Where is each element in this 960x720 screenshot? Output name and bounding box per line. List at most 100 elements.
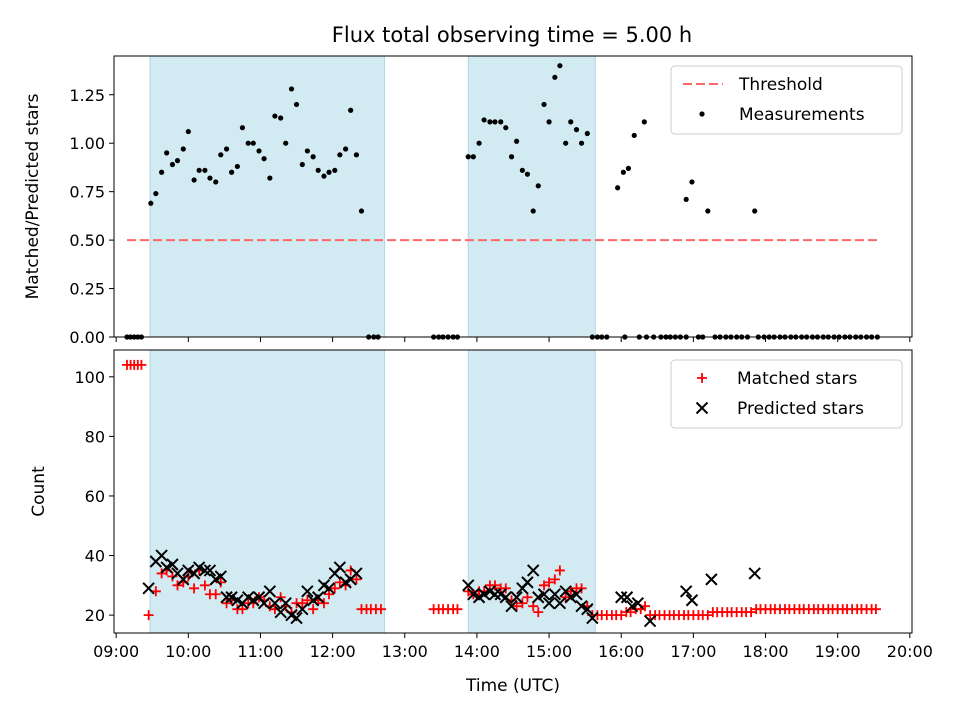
predicted-star-marker <box>542 597 556 610</box>
measurement-point <box>625 165 632 171</box>
measurement-point <box>159 169 165 175</box>
measurement-point <box>348 107 354 113</box>
count-legend-label: Matched stars <box>737 369 857 389</box>
measurement-point <box>239 125 246 131</box>
measurement-point <box>164 150 170 156</box>
measurement-point <box>315 167 321 173</box>
count-y-axis: 20 40 60 80 100 <box>74 368 114 625</box>
matched-star-marker <box>746 607 757 618</box>
matched-star-marker <box>375 604 386 615</box>
predicted-star-marker <box>679 585 693 598</box>
measurement-point <box>514 138 520 144</box>
count-x-tick-label: 14:00 <box>454 642 500 661</box>
count-x-tick-label: 19:00 <box>815 642 861 661</box>
measurement-point <box>705 208 711 214</box>
predicted-star-marker <box>505 599 518 613</box>
count-x-tick-label: 15:00 <box>526 642 572 661</box>
count-y-label: Count <box>29 466 49 517</box>
predicted-star-marker <box>322 582 336 595</box>
count-legend-label: Predicted stars <box>737 399 864 419</box>
predicted-star-marker <box>311 591 325 604</box>
predicted-star-marker <box>203 564 217 577</box>
measurement-point <box>683 196 689 203</box>
ratio-y-tick-label: 1.00 <box>69 134 105 153</box>
measurement-point <box>218 152 224 158</box>
matched-star-marker <box>308 604 319 615</box>
measurement-point <box>573 127 580 133</box>
measurement-point <box>541 101 547 108</box>
matched-star-marker <box>156 568 167 579</box>
measurement-point <box>578 140 585 146</box>
predicted-star-marker <box>488 588 502 601</box>
matched-star-marker <box>870 604 881 615</box>
ratio-plot-frame <box>113 55 913 338</box>
matched-star-marker <box>517 598 528 609</box>
ratio-y-axis: 0.00 0.25 0.50 0.75 1.00 1.25 <box>69 86 114 347</box>
count-y-tick-label: 60 <box>85 487 105 506</box>
measurement-point <box>503 125 509 131</box>
measurement-point <box>283 140 289 146</box>
predicted-star-marker <box>477 588 491 601</box>
measurement-point <box>508 154 515 160</box>
measurement-point <box>487 119 493 125</box>
matched-star-marker <box>172 580 183 591</box>
ratio-y-tick-label: 0.50 <box>69 231 105 250</box>
ratio-y-label: Matched/Predicted stars <box>23 93 43 299</box>
measurement-point <box>185 128 191 135</box>
predicted-star-marker <box>257 597 271 610</box>
predicted-star-marker <box>301 585 314 598</box>
matched-star-marker <box>452 604 463 615</box>
predicted-star-marker <box>521 576 534 589</box>
count-x-tick-label: 17:00 <box>670 642 716 661</box>
matched-star-marker <box>544 577 555 588</box>
measurement-point <box>337 152 343 158</box>
ratio-y-tick-label: 0.75 <box>69 183 105 202</box>
measurement-point <box>272 113 278 119</box>
predicted-star-marker <box>748 567 761 580</box>
ratio-legend-box <box>670 65 903 135</box>
predicted-star-marker <box>586 611 599 625</box>
measurement-point <box>615 185 621 191</box>
predicted-star-marker <box>564 591 577 604</box>
legend-measurement-swatch <box>699 111 705 117</box>
predicted-star-marker <box>532 591 545 604</box>
count-x-tick-label: 11:00 <box>237 642 283 661</box>
measurement-point <box>229 169 235 175</box>
matched-star-marker <box>489 580 500 591</box>
matched-star-marker <box>136 359 147 370</box>
predicted-star-marker <box>142 582 155 595</box>
measurement-point <box>174 158 181 164</box>
predicted-star-marker <box>350 567 363 580</box>
count-panel: 20 40 60 80 100 09:00 10:00 11:00 12:00 13:00 14:… <box>29 349 933 696</box>
matched-star-marker <box>143 610 154 621</box>
predicted-star-marker <box>296 602 309 616</box>
measurement-point <box>557 63 563 69</box>
predicted-star-marker <box>631 597 645 610</box>
measurement-point <box>234 163 240 170</box>
measurement-point <box>343 146 349 152</box>
measurement-point <box>261 156 267 162</box>
measurement-point <box>546 119 552 125</box>
measurement-point <box>620 169 626 175</box>
predicted-star-marker <box>214 570 227 583</box>
legend-matched-swatch <box>697 373 707 383</box>
count-x-axis: 09:00 10:00 11:00 12:00 13:00 14:00 15:00 16:00… <box>93 633 933 661</box>
measurement-point <box>245 140 251 146</box>
measurement-point <box>631 132 637 139</box>
predicted-star-marker <box>279 597 292 610</box>
predicted-star-marker <box>155 549 168 562</box>
count-x-tick-label: 13:00 <box>382 642 428 661</box>
measurement-point <box>552 74 558 80</box>
measurement-point <box>641 119 647 125</box>
predicted-star-marker <box>615 591 628 604</box>
predicted-star-marker <box>192 561 206 574</box>
matched-star-marker <box>539 580 550 591</box>
measurement-point <box>568 119 574 125</box>
count-legend-box <box>670 359 903 429</box>
predicted-star-marker <box>625 599 639 613</box>
measurement-point <box>196 167 202 173</box>
ratio-legend: Threshold Measurements <box>670 65 903 135</box>
predicted-star-marker <box>526 564 540 577</box>
measurement-point <box>267 175 273 181</box>
